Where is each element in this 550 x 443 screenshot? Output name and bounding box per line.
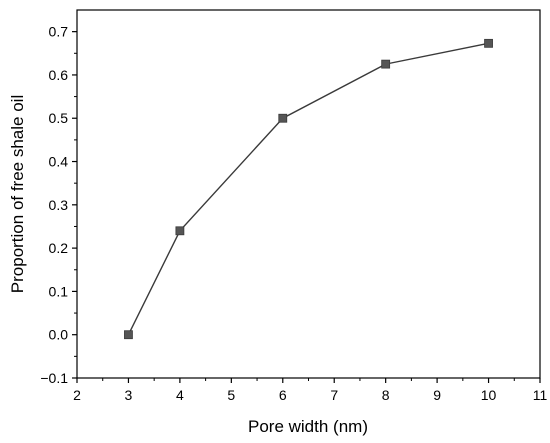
- x-tick-label: 9: [433, 387, 441, 403]
- x-tick-label: 6: [279, 387, 287, 403]
- y-tick-label: 0.4: [49, 154, 69, 170]
- data-point: [175, 226, 185, 236]
- y-tick-label: 0.5: [49, 110, 69, 126]
- x-tick-label: 2: [73, 387, 81, 403]
- series-line: [127, 42, 489, 336]
- data-series: [124, 38, 493, 340]
- data-point: [278, 113, 288, 123]
- x-tick-label: 5: [227, 387, 235, 403]
- y-tick-label: 0.7: [49, 24, 69, 40]
- y-tick-label: −0.1: [40, 370, 68, 386]
- plot-frame: [76, 9, 541, 379]
- x-tick-label: 3: [125, 387, 133, 403]
- y-tick-label: 0.6: [49, 67, 69, 83]
- x-tick-label: 8: [382, 387, 390, 403]
- data-point: [124, 330, 133, 340]
- x-tick-label: 10: [481, 387, 497, 403]
- y-tick-label: 0.2: [49, 240, 69, 256]
- data-point: [484, 38, 493, 48]
- x-axis-ticks: 2 3 4 5 6 7 8 9 10 11: [73, 378, 547, 403]
- y-tick-label: 0.3: [49, 197, 69, 213]
- y-tick-label: 0.1: [49, 283, 69, 299]
- y-tick-label: 0.0: [49, 327, 69, 343]
- x-tick-label: 11: [533, 387, 548, 403]
- x-tick-label: 7: [330, 387, 338, 403]
- x-tick-label: 4: [176, 387, 184, 403]
- y-axis-title: Proportion of free shale oil: [8, 95, 27, 293]
- y-axis-ticks: −0.1 0.0 0.1 0.2 0.3 0.4 0.5 0.6 0.7: [40, 24, 77, 386]
- data-point: [381, 59, 391, 69]
- x-axis-title: Pore width (nm): [248, 417, 368, 436]
